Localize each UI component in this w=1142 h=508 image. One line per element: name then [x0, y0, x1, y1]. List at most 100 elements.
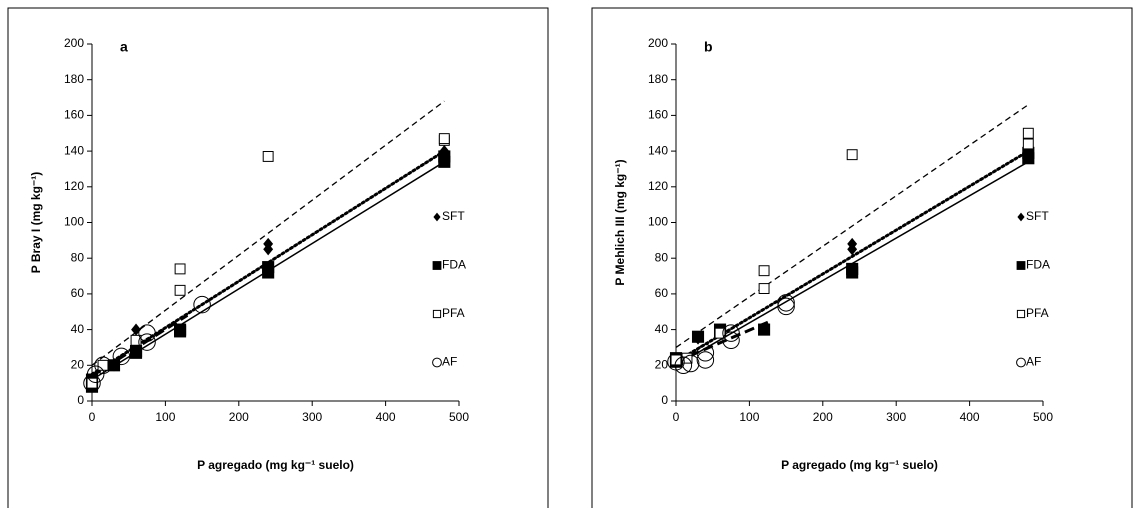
y-tick-label: 100 [64, 215, 84, 229]
y-tick-label: 120 [648, 179, 668, 193]
y-tick-label: 180 [648, 72, 668, 86]
x-tick-label: 100 [155, 410, 175, 424]
marker-circle [83, 374, 101, 392]
x-tick-label: 400 [960, 410, 980, 424]
marker-circle [193, 295, 211, 314]
x-axis-label: P agregado (mg kg⁻¹ suelo) [197, 458, 354, 472]
legend-label: SFT [442, 209, 465, 223]
y-tick-label: 40 [71, 322, 85, 336]
y-tick-label: 60 [655, 286, 669, 300]
legend-marker [1017, 212, 1025, 222]
panel-border [591, 7, 1133, 508]
trend-line [675, 104, 1029, 348]
legend-marker [432, 261, 442, 270]
y-tick-label: 180 [64, 72, 84, 86]
y-tick-label: 40 [655, 322, 669, 336]
panel-label: b [704, 39, 713, 55]
marker-circle [777, 297, 795, 316]
trend-line [91, 100, 445, 366]
y-tick-label: 100 [648, 215, 668, 229]
marker-circle [696, 344, 715, 362]
legend-label: PFA [442, 306, 465, 320]
y-tick-label: 60 [71, 286, 85, 300]
marker-open-square [670, 354, 682, 366]
legend-marker [1016, 309, 1026, 319]
x-tick-label: 500 [449, 410, 469, 424]
marker-circle [138, 333, 156, 351]
panel-border [7, 7, 549, 508]
y-tick-label: 200 [648, 36, 668, 50]
legend-label: PFA [1026, 306, 1049, 320]
marker-circle [112, 347, 131, 366]
marker-circle [696, 351, 715, 369]
panel-label: a [120, 39, 128, 55]
legend-marker [432, 309, 442, 319]
marker-circle [681, 354, 700, 373]
marker-square [129, 344, 143, 358]
marker-open-square [97, 359, 109, 371]
marker-square [846, 262, 859, 275]
legend-label: FDA [442, 258, 466, 272]
y-axis-label: P Mehlich III (mg kg⁻¹) [613, 159, 627, 285]
marker-open-square [714, 327, 726, 339]
marker-open-square [758, 265, 770, 277]
marker-open-square [846, 149, 858, 161]
marker-circle [138, 324, 156, 342]
legend-marker [1016, 261, 1026, 270]
marker-circle [94, 356, 112, 375]
marker-square [174, 323, 187, 336]
x-tick-label: 100 [739, 410, 759, 424]
y-tick-label: 20 [71, 357, 85, 371]
legend-label: SFT [1026, 209, 1049, 223]
marker-open-square [174, 284, 186, 296]
y-tick-label: 140 [64, 143, 84, 157]
marker-circle [777, 294, 795, 312]
y-tick-label: 120 [64, 179, 84, 193]
marker-open-square [438, 133, 450, 145]
y-tick-label: 80 [71, 250, 85, 264]
marker-open-square [174, 263, 186, 275]
trend-line [674, 149, 1030, 364]
legend-marker [433, 212, 441, 222]
marker-square [758, 323, 771, 336]
x-tick-label: 200 [813, 410, 833, 424]
y-tick-label: 200 [64, 36, 84, 50]
legend-label: AF [1026, 355, 1041, 369]
x-tick-label: 300 [886, 410, 906, 424]
marker-square [1022, 146, 1035, 159]
x-tick-label: 400 [376, 410, 396, 424]
legend-marker [432, 357, 442, 368]
marker-open-square [86, 377, 98, 389]
marker-diamond [847, 243, 858, 256]
x-tick-label: 300 [302, 410, 322, 424]
y-tick-label: 160 [64, 108, 84, 122]
legend-label: FDA [1026, 258, 1050, 272]
marker-diamond [263, 243, 274, 256]
y-tick-label: 0 [77, 393, 84, 407]
marker-open-square [1022, 127, 1034, 139]
x-tick-label: 500 [1033, 410, 1053, 424]
x-axis-label: P agregado (mg kg⁻¹ suelo) [781, 458, 938, 472]
x-tick-label: 0 [89, 410, 96, 424]
legend-marker [1016, 357, 1026, 368]
x-tick-label: 0 [673, 410, 680, 424]
y-axis-label: P Bray I (mg kg⁻¹) [29, 172, 43, 273]
legend-label: AF [442, 355, 457, 369]
marker-circle [674, 356, 693, 375]
y-tick-label: 80 [655, 250, 669, 264]
x-tick-label: 200 [229, 410, 249, 424]
marker-circle [86, 365, 105, 383]
marker-open-square [262, 151, 274, 162]
marker-circle [722, 324, 740, 342]
y-tick-label: 160 [648, 108, 668, 122]
marker-open-square [130, 334, 142, 346]
y-tick-label: 20 [655, 357, 669, 371]
marker-square [691, 330, 705, 343]
y-tick-label: 0 [661, 393, 668, 407]
marker-open-square [1022, 138, 1034, 150]
marker-open-square [758, 283, 770, 294]
marker-square [262, 261, 275, 274]
marker-square [438, 150, 451, 163]
marker-circle [722, 331, 740, 350]
